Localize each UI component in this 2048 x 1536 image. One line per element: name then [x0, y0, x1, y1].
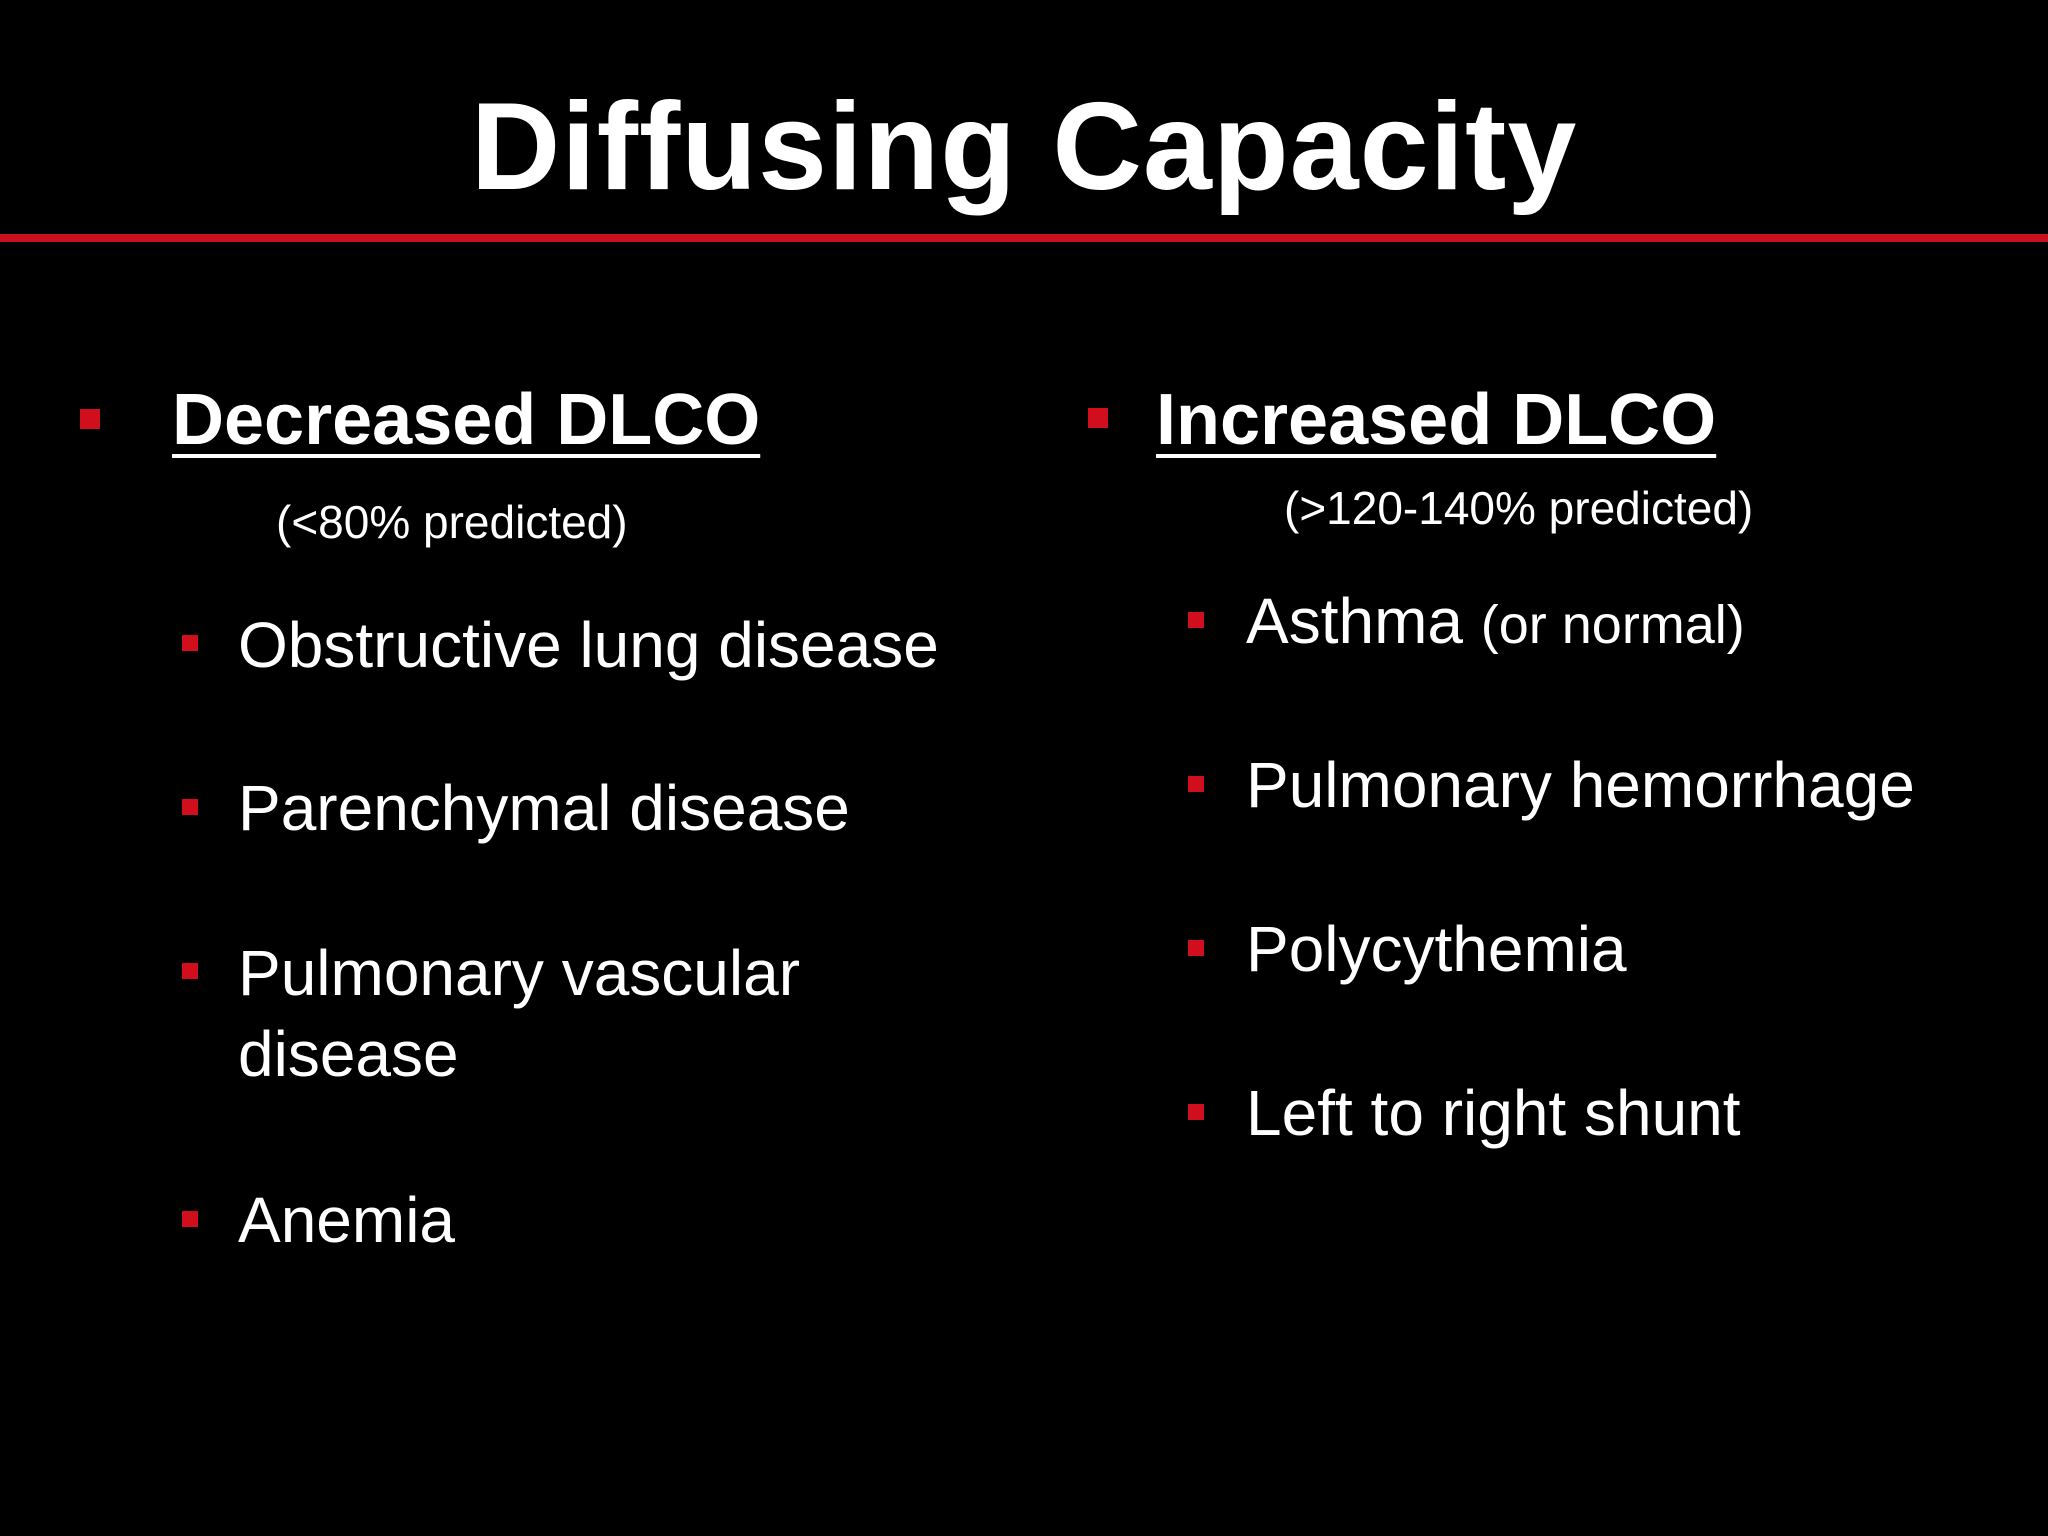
square-bullet-icon	[1188, 612, 1204, 628]
square-bullet-icon	[80, 409, 100, 429]
list-item: Polycythemia	[1246, 913, 1627, 985]
square-bullet-icon	[1188, 940, 1204, 956]
list-item: Left to right shunt	[1246, 1077, 1741, 1149]
slide-title: Diffusing Capacity	[470, 78, 1578, 216]
list-item-continuation: disease	[238, 1018, 459, 1090]
list-item-label: Asthma	[1246, 585, 1463, 657]
right-column-heading: Increased DLCO	[1156, 380, 1717, 460]
list-item: Pulmonary hemorrhage	[1246, 749, 1915, 821]
right-column-subheading: (>120-140% predicted)	[1284, 482, 1754, 534]
square-bullet-icon	[182, 799, 198, 815]
square-bullet-icon	[1188, 776, 1204, 792]
left-column-heading: Decreased DLCO	[172, 380, 761, 460]
square-bullet-icon	[1188, 1104, 1204, 1120]
list-item-note: (or normal)	[1480, 595, 1745, 655]
list-item: Parenchymal disease	[238, 772, 850, 844]
list-item: Anemia	[238, 1184, 455, 1256]
square-bullet-icon	[182, 963, 198, 979]
list-item: Pulmonary vascular	[238, 937, 800, 1009]
list-item: Obstructive lung disease	[238, 609, 939, 681]
square-bullet-icon	[1088, 408, 1108, 428]
left-column-subheading: (<80% predicted)	[276, 496, 628, 548]
list-item: Asthma (or normal)	[1246, 581, 1745, 665]
square-bullet-icon	[182, 1211, 198, 1227]
title-divider	[0, 234, 2048, 242]
square-bullet-icon	[182, 635, 198, 651]
